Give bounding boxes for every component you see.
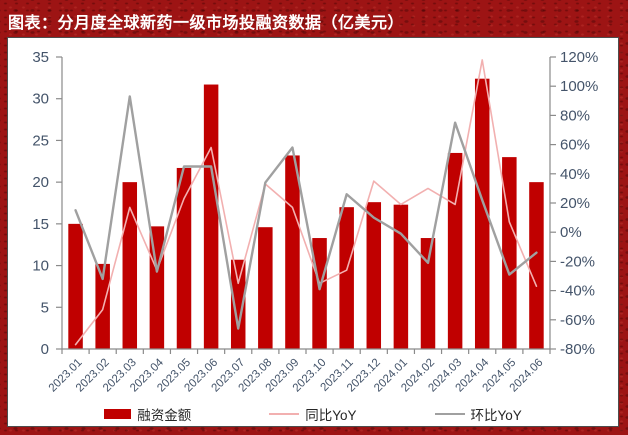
- bar-2023.11: [339, 207, 354, 349]
- bar-2024.04: [474, 78, 490, 349]
- right-axis-tick-label: 100%: [560, 78, 598, 95]
- bar-2024.06: [529, 182, 544, 349]
- right-axis-tick-label: 120%: [560, 49, 598, 66]
- left-axis-tick-label: 25: [32, 132, 49, 149]
- legend-label: 同比YoY: [305, 408, 357, 423]
- legend-item-mom: 环比YoY: [434, 404, 522, 424]
- left-axis-tick-label: 30: [32, 91, 49, 108]
- bar-2023.05: [176, 167, 192, 349]
- yoy-line: [74, 59, 538, 346]
- legend-bar-swatch: [104, 409, 132, 419]
- bar-2023.07: [230, 259, 246, 349]
- bar-2024.05: [502, 157, 517, 349]
- left-axis-tick-label: 0: [41, 341, 49, 358]
- bar-2024.03: [447, 152, 463, 349]
- legend-item-amount: 融资金额: [104, 404, 191, 424]
- chart-legend: 融资金额 同比YoY 环比YoY: [8, 404, 618, 424]
- right-axis-tick-label: 20%: [560, 195, 590, 212]
- left-axis-tick-label: 35: [32, 49, 49, 66]
- left-axis-tick-label: 20: [32, 174, 49, 191]
- bar-2024.02: [420, 238, 436, 349]
- bar-2023.08: [258, 227, 273, 349]
- bar-2023.09: [285, 155, 300, 349]
- page-title: 图表：分月度全球新药一级市场投融资数据（亿美元）: [8, 15, 405, 32]
- right-axis-tick-label: 40%: [560, 166, 590, 183]
- bar-2023.12: [366, 202, 382, 349]
- legend-line-swatch: [269, 413, 300, 415]
- legend-label: 环比YoY: [470, 408, 522, 423]
- right-axis-tick-label: -60%: [560, 312, 595, 329]
- right-axis-tick-label: 80%: [560, 107, 590, 124]
- left-axis-tick-label: 10: [32, 258, 49, 275]
- bar-2024.01: [393, 204, 409, 349]
- legend-line-swatch: [434, 413, 465, 415]
- mom-line: [74, 95, 538, 330]
- bar-2023.06: [203, 84, 219, 349]
- left-axis-tick-label: 5: [41, 299, 49, 316]
- chart-canvas: 0 5 10 15 20 25 30 35 -80% -60% -40% -20% 0% 20% 40% 60…: [32, 49, 598, 395]
- right-axis-tick-label: 60%: [560, 137, 590, 154]
- left-axis-tick-label: 15: [32, 216, 49, 233]
- bar-2023.01: [68, 223, 83, 349]
- bar-2023.10: [312, 238, 327, 349]
- bar-2023.02: [95, 263, 110, 349]
- right-axis-tick-label: -80%: [560, 341, 595, 358]
- legend-label: 融资金额: [137, 408, 192, 423]
- right-axis-tick-label: -40%: [560, 283, 595, 300]
- legend-item-yoy: 同比YoY: [269, 404, 357, 424]
- right-axis-tick-label: -20%: [560, 253, 595, 270]
- chart-panel: 0 5 10 15 20 25 30 35 -80% -60% -40% -20% 0% 20% 40% 60…: [7, 37, 619, 427]
- right-axis-tick-label: 0%: [560, 224, 582, 241]
